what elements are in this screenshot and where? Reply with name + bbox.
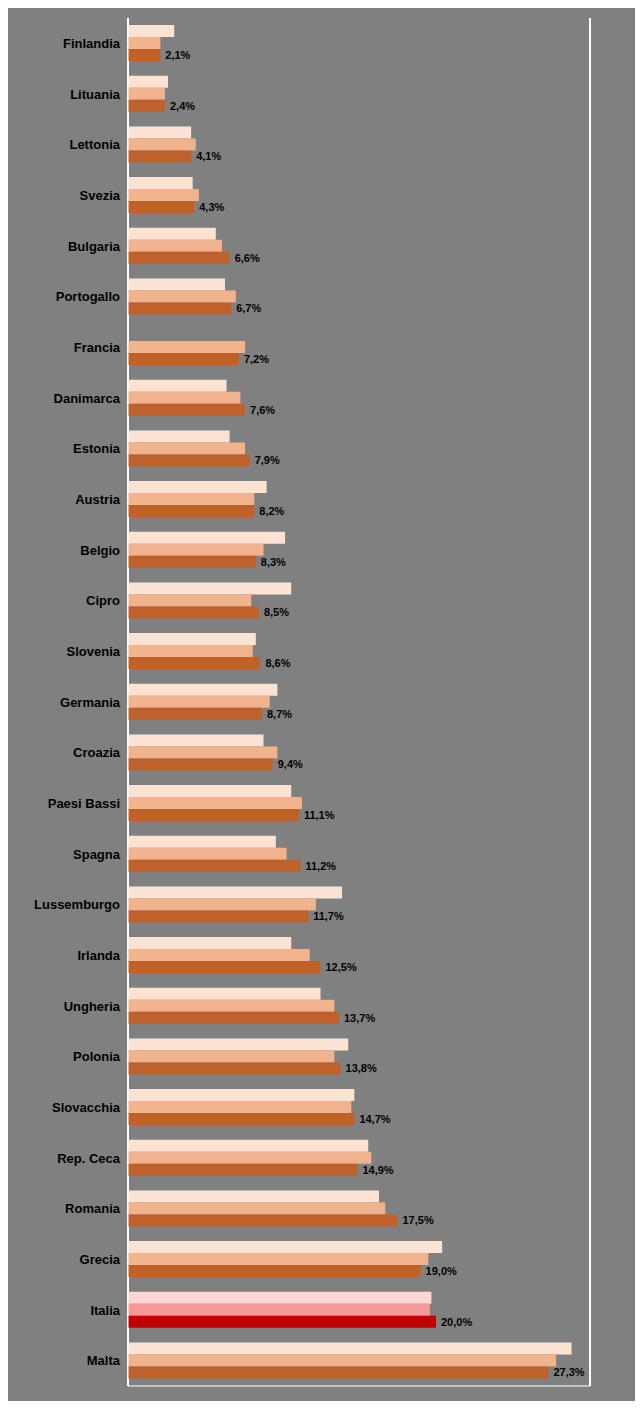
svg-text:Croazia: Croazia (73, 745, 121, 760)
svg-text:8,3%: 8,3% (261, 556, 286, 568)
svg-text:Slovacchia: Slovacchia (52, 1100, 121, 1115)
svg-text:Polonia: Polonia (73, 1049, 121, 1064)
svg-text:Danimarca: Danimarca (54, 391, 121, 406)
svg-text:8,6%: 8,6% (265, 657, 290, 669)
svg-text:20,0%: 20,0% (441, 1316, 472, 1328)
svg-text:2,1%: 2,1% (165, 49, 190, 61)
svg-text:Rep. Ceca: Rep. Ceca (57, 1151, 121, 1166)
svg-text:Irlanda: Irlanda (77, 948, 120, 963)
svg-text:Francia: Francia (74, 340, 121, 355)
svg-text:13,7%: 13,7% (344, 1012, 375, 1024)
svg-text:7,2%: 7,2% (244, 353, 269, 365)
svg-text:4,1%: 4,1% (196, 150, 221, 162)
svg-text:7,6%: 7,6% (250, 404, 275, 416)
svg-text:Lituania: Lituania (70, 87, 121, 102)
svg-text:9,4%: 9,4% (278, 758, 303, 770)
svg-text:2,4%: 2,4% (170, 100, 195, 112)
svg-text:19,0%: 19,0% (426, 1265, 457, 1277)
svg-text:14,9%: 14,9% (362, 1164, 393, 1176)
svg-text:11,2%: 11,2% (305, 860, 336, 872)
svg-text:27,3%: 27,3% (553, 1366, 584, 1378)
svg-text:13,8%: 13,8% (346, 1062, 377, 1074)
svg-text:6,6%: 6,6% (235, 252, 260, 264)
svg-text:Slovenia: Slovenia (67, 644, 121, 659)
svg-text:Portogallo: Portogallo (56, 289, 120, 304)
svg-text:Lussemburgo: Lussemburgo (34, 897, 120, 912)
svg-text:6,7%: 6,7% (236, 302, 261, 314)
svg-text:8,2%: 8,2% (259, 505, 284, 517)
svg-text:Svezia: Svezia (80, 188, 121, 203)
svg-text:Spagna: Spagna (73, 847, 121, 862)
svg-text:11,1%: 11,1% (304, 809, 335, 821)
svg-text:Italia: Italia (90, 1303, 120, 1318)
svg-text:14,7%: 14,7% (359, 1113, 390, 1125)
svg-text:Bulgaria: Bulgaria (68, 239, 121, 254)
svg-text:Grecia: Grecia (80, 1252, 121, 1267)
svg-text:Malta: Malta (87, 1353, 121, 1368)
svg-text:Ungheria: Ungheria (64, 999, 121, 1014)
svg-text:12,5%: 12,5% (326, 961, 357, 973)
svg-text:17,5%: 17,5% (403, 1214, 434, 1226)
svg-text:Estonia: Estonia (73, 441, 121, 456)
svg-text:7,9%: 7,9% (255, 454, 280, 466)
svg-text:8,7%: 8,7% (267, 708, 292, 720)
svg-text:8,5%: 8,5% (264, 606, 289, 618)
svg-text:Belgio: Belgio (80, 543, 120, 558)
svg-text:11,7%: 11,7% (313, 910, 344, 922)
svg-text:Paesi Bassi: Paesi Bassi (48, 796, 120, 811)
svg-text:Lettonia: Lettonia (69, 137, 120, 152)
svg-text:Finlandia: Finlandia (63, 36, 121, 51)
svg-text:Germania: Germania (60, 695, 121, 710)
svg-text:Romania: Romania (65, 1201, 121, 1216)
svg-text:Austria: Austria (75, 492, 121, 507)
svg-text:4,3%: 4,3% (199, 201, 224, 213)
svg-text:Cipro: Cipro (86, 593, 120, 608)
